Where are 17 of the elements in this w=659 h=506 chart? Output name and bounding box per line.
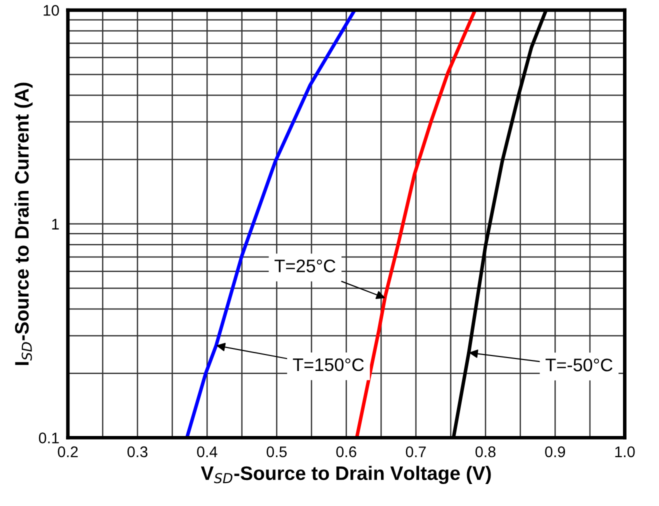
x-tick-label: 0.5 — [266, 446, 287, 458]
x-tick-label: 0.2 — [58, 446, 78, 458]
y-axis-title: I$_{SD}$-Source to Drain Current (A) — [14, 82, 33, 365]
x-axis-title: V$_{SD}$-Source to Drain Voltage (V) — [200, 466, 491, 484]
annotation: T=150°C — [292, 358, 364, 372]
annotation: T=25°C — [274, 260, 336, 272]
x-tick-label: 0.7 — [406, 446, 426, 458]
annotation: T=-50°C — [546, 358, 612, 372]
y-tick-label: 1 — [52, 218, 59, 230]
y-tick-label: 0.1 — [38, 432, 59, 444]
x-tick-label: 0.3 — [127, 446, 148, 458]
x-tick-label: 0.6 — [336, 446, 356, 458]
x-tick-label: 0.4 — [197, 446, 218, 458]
x-tick-label: 0.9 — [545, 446, 566, 458]
y-tick-label: 10 — [44, 4, 59, 16]
x-tick-label: 1.0 — [615, 446, 635, 458]
x-tick-label: 0.8 — [475, 446, 496, 458]
